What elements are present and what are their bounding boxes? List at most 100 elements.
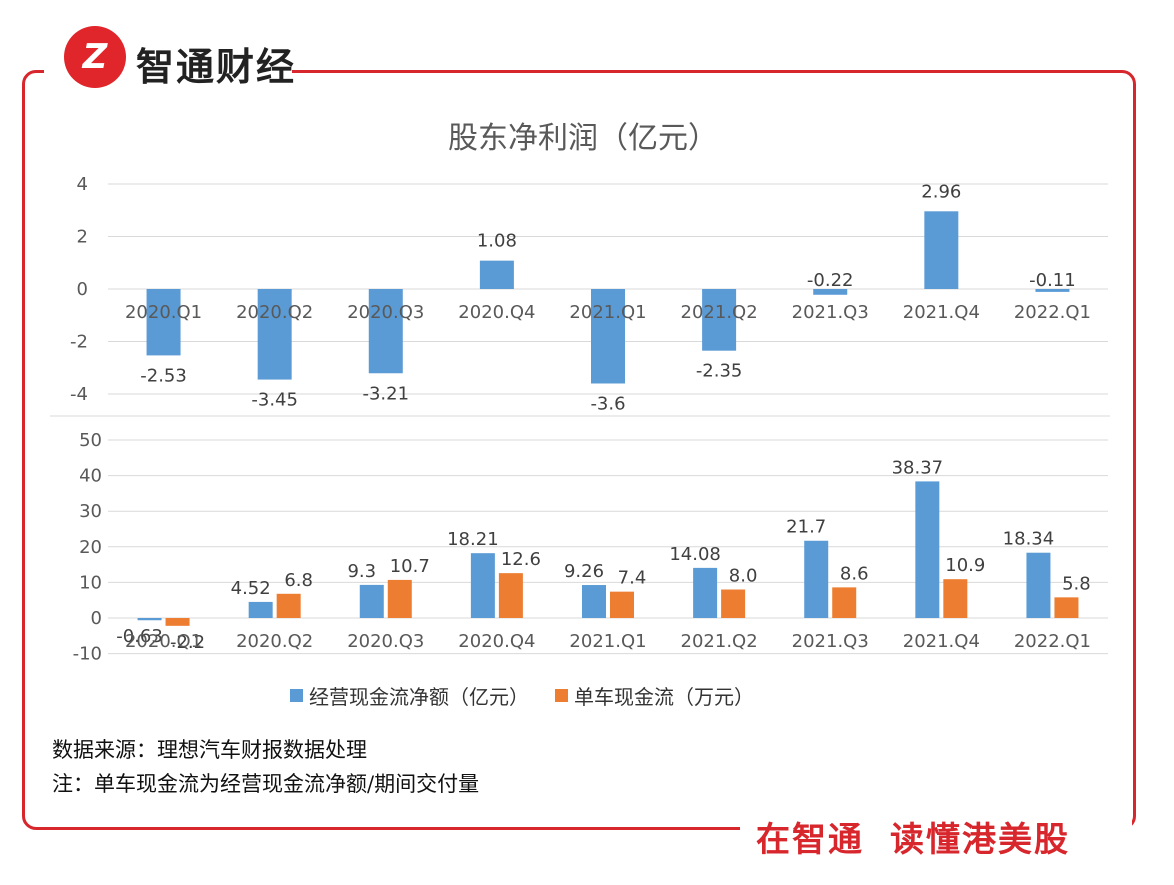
bar-net-profit <box>924 211 959 289</box>
x-tick-label-bottom: 2020.Q1 <box>125 631 202 652</box>
slogan-part-b: 读懂港美股 <box>890 820 1070 860</box>
x-tick-label-top: 2022.Q1 <box>1014 302 1091 323</box>
y-tick-label-bottom: 10 <box>79 572 102 593</box>
data-label-operating-cashflow: 14.08 <box>669 544 721 565</box>
data-label-per-car-cashflow: 5.8 <box>1062 573 1091 594</box>
data-label-operating-cashflow: 9.26 <box>564 561 604 582</box>
bar-net-profit <box>591 289 625 384</box>
legend-swatch-orange <box>555 689 568 702</box>
bar-per-car-cashflow <box>721 589 746 618</box>
data-label-per-car-cashflow: 12.6 <box>501 549 541 570</box>
bar-net-profit <box>146 289 181 356</box>
legend-label-cashflow: 经营现金流净额（亿元） <box>309 685 529 709</box>
bar-operating-cashflow <box>582 585 606 618</box>
bar-net-profit <box>1035 289 1070 292</box>
x-tick-label-top: 2021.Q1 <box>569 302 646 323</box>
y-tick-label-top: -4 <box>70 384 88 405</box>
x-tick-label-top: 2021.Q4 <box>903 302 980 323</box>
chart-title: 股东净利润（亿元） <box>448 121 718 156</box>
data-label-per-car-cashflow: -2.2 <box>170 632 205 653</box>
bar-operating-cashflow <box>359 584 384 618</box>
x-tick-label-bottom: 2020.Q4 <box>458 631 535 652</box>
red-border-frame <box>22 70 1136 830</box>
x-tick-label-top: 2020.Q1 <box>125 302 202 323</box>
data-label-per-car-cashflow: 8.0 <box>729 566 758 587</box>
bar-operating-cashflow <box>804 540 829 618</box>
bar-operating-cashflow <box>1026 552 1051 618</box>
data-label-net-profit: -3.45 <box>251 390 298 411</box>
bar-operating-cashflow <box>915 481 940 618</box>
bar-operating-cashflow <box>693 567 718 618</box>
y-tick-label-top: 4 <box>77 174 88 195</box>
legend-label-per-car: 单车现金流（万元） <box>574 685 754 709</box>
data-label-net-profit: -3.6 <box>590 394 625 415</box>
x-tick-label-bottom: 2021.Q2 <box>681 631 758 652</box>
data-label-net-profit: -2.35 <box>696 361 743 382</box>
brand-name: 智通财经 <box>136 45 297 89</box>
x-tick-label-top: 2021.Q3 <box>792 302 869 323</box>
bar-net-profit <box>702 289 737 351</box>
x-tick-label-bottom: 2022.Q1 <box>1014 631 1091 652</box>
bar-per-car-cashflow <box>276 593 301 618</box>
data-label-net-profit: -3.21 <box>362 383 409 404</box>
y-tick-label-bottom: 30 <box>79 501 102 522</box>
data-label-operating-cashflow: 21.7 <box>786 517 826 538</box>
x-tick-label-top: 2020.Q3 <box>347 302 424 323</box>
data-label-operating-cashflow: 18.21 <box>447 529 499 550</box>
data-label-operating-cashflow: 38.37 <box>892 457 944 478</box>
brand-logo-icon: Z <box>64 26 126 88</box>
remark-note: 注：单车现金流为经营现金流净额/期间交付量 <box>52 772 480 796</box>
data-label-operating-cashflow: 18.34 <box>1003 529 1055 550</box>
y-tick-label-bottom: 0 <box>91 608 102 629</box>
y-tick-label-top: 2 <box>77 227 88 248</box>
x-tick-label-bottom: 2021.Q1 <box>569 631 646 652</box>
data-label-per-car-cashflow: 10.9 <box>945 555 985 576</box>
y-tick-label-top: -2 <box>70 332 88 353</box>
x-tick-label-bottom: 2021.Q4 <box>903 631 980 652</box>
bar-net-profit <box>479 260 514 289</box>
data-label-net-profit: -2.53 <box>140 365 187 386</box>
x-tick-label-bottom: 2020.Q2 <box>236 631 313 652</box>
bar-net-profit <box>813 289 848 295</box>
bar-per-car-cashflow <box>610 591 634 618</box>
data-label-operating-cashflow: 9.3 <box>347 561 376 582</box>
x-tick-label-top: 2020.Q4 <box>458 302 535 323</box>
data-label-net-profit: 2.96 <box>921 181 961 202</box>
data-label-net-profit: -0.11 <box>1029 270 1076 291</box>
data-label-per-car-cashflow: 6.8 <box>284 570 313 591</box>
x-tick-label-top: 2020.Q2 <box>236 302 313 323</box>
legend-swatch-blue <box>290 689 303 702</box>
data-label-net-profit: -0.22 <box>807 270 854 291</box>
bar-operating-cashflow <box>470 553 495 618</box>
x-tick-label-bottom: 2020.Q3 <box>347 631 424 652</box>
y-tick-label-bottom: -10 <box>73 644 102 665</box>
data-label-per-car-cashflow: 8.6 <box>840 563 869 584</box>
bar-net-profit <box>257 289 292 380</box>
data-label-operating-cashflow: -0.63 <box>116 626 163 647</box>
x-tick-label-top: 2021.Q2 <box>681 302 758 323</box>
legend-item-cashflow: 经营现金流净额（亿元） <box>290 681 529 710</box>
bar-net-profit <box>368 289 403 374</box>
bar-per-car-cashflow <box>1054 597 1079 618</box>
data-label-net-profit: 1.08 <box>477 231 517 252</box>
y-tick-label-bottom: 50 <box>79 430 102 451</box>
data-label-per-car-cashflow: 10.7 <box>390 556 430 577</box>
data-label-operating-cashflow: 4.52 <box>231 578 271 599</box>
slogan-background <box>740 808 1132 858</box>
bar-per-car-cashflow <box>832 587 857 618</box>
source-note: 数据来源：理想汽车财报数据处理 <box>52 738 367 762</box>
y-tick-label-bottom: 20 <box>79 537 102 558</box>
bar-per-car-cashflow <box>498 573 523 618</box>
bar-operating-cashflow <box>248 601 273 618</box>
slogan-part-a: 在智通 <box>756 820 864 860</box>
x-tick-label-bottom: 2021.Q3 <box>792 631 869 652</box>
legend: 经营现金流净额（亿元） 单车现金流（万元） <box>290 681 780 710</box>
y-tick-label-bottom: 40 <box>79 466 102 487</box>
legend-item-per-car: 单车现金流（万元） <box>555 681 754 710</box>
bar-operating-cashflow <box>137 618 162 621</box>
bar-per-car-cashflow <box>943 579 968 618</box>
bar-per-car-cashflow <box>387 579 412 618</box>
bar-per-car-cashflow <box>165 618 190 626</box>
